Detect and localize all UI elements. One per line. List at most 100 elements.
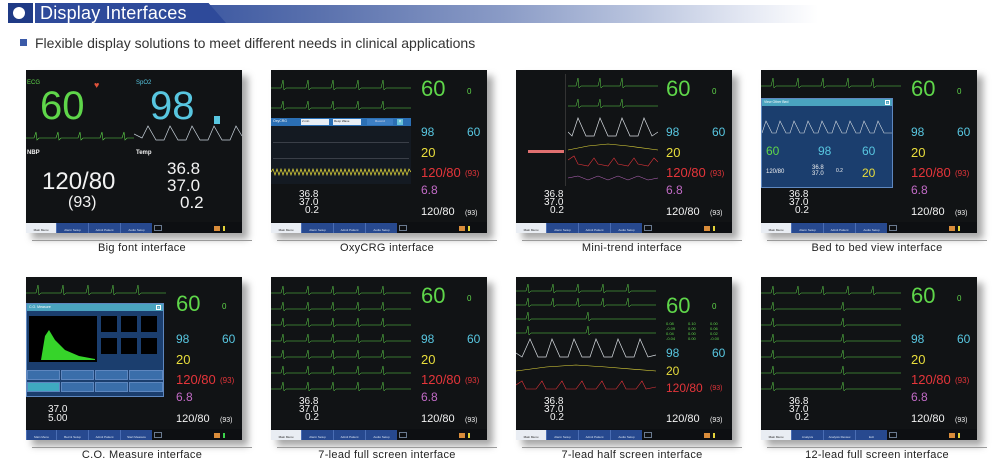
wave-select[interactable]: Resp Wave [333, 119, 361, 125]
keyboard-icon[interactable] [644, 432, 652, 438]
monitor-toolbar: Main Menu Analysis Analysis Review Exit [761, 429, 977, 440]
temp-value: 37.0 [48, 404, 68, 415]
main-menu-button[interactable]: Main Menu [271, 223, 301, 233]
card-caption: OxyCRG interface [339, 242, 435, 254]
co-action-button[interactable] [129, 382, 163, 392]
main-menu-button[interactable]: Main Menu [26, 223, 56, 233]
co-action-button[interactable] [95, 382, 128, 392]
ecg-waveform [26, 131, 134, 141]
co-action-button[interactable] [61, 382, 94, 392]
bed-setup-button[interactable]: Bed & Setup [56, 430, 88, 440]
monitor-screenshot: 36.8 37.0 0.2 60 0 98 60 20 120/80 (93) … [271, 277, 487, 440]
admit-patient-button[interactable]: Admit Patient [333, 430, 365, 440]
keyboard-icon[interactable] [399, 432, 407, 438]
co-action-button[interactable] [27, 382, 60, 392]
admit-patient-button[interactable]: Admit Patient [333, 223, 365, 233]
nibp-value: 120/80 [421, 206, 455, 218]
main-menu-button[interactable]: Main Menu [516, 430, 546, 440]
hr-value: 60 [421, 283, 446, 308]
co-thumbnail[interactable] [101, 338, 117, 354]
audio-setup-button[interactable]: Audio Setup [610, 223, 642, 233]
keyboard-icon[interactable] [644, 225, 652, 231]
card-caption: C.O. Measure interface [81, 449, 203, 461]
pvcs-value: 0 [712, 87, 717, 96]
analysis-review-button[interactable]: Analysis Review [823, 430, 855, 440]
resp-value: 20 [421, 352, 436, 367]
temp2-value: 37.0 [789, 404, 809, 415]
art-value: 120/80 [666, 165, 706, 180]
admit-patient-button[interactable]: Admit Patient [578, 430, 610, 440]
ecg-waveforms [271, 79, 411, 111]
keyboard-icon[interactable] [154, 432, 162, 438]
close-icon[interactable]: × [885, 100, 890, 105]
main-menu-button[interactable]: Main Menu [26, 430, 56, 440]
audio-setup-button[interactable]: Audio Setup [855, 223, 887, 233]
alarm-setup-button[interactable]: Alarm Setup [301, 430, 333, 440]
spo2-value: 98 [666, 346, 680, 360]
subtitle-text: Flexible display solutions to meet diffe… [35, 35, 476, 51]
keyboard-icon[interactable] [889, 225, 897, 231]
co-action-button[interactable] [129, 370, 163, 380]
art-mean-value: (93) [220, 376, 235, 385]
co-action-button[interactable] [95, 370, 128, 380]
resp-value: 20 [911, 352, 926, 367]
resp-value: 20 [666, 145, 681, 160]
square-bullet-icon [20, 39, 27, 46]
hr-value: 60 [421, 76, 446, 101]
remote-temp2: 37.0 [812, 171, 824, 177]
audio-setup-button[interactable]: Audio Setup [365, 223, 397, 233]
alarm-setup-button[interactable]: Alarm Setup [546, 430, 578, 440]
ecg-7-lead-waveforms [271, 285, 411, 392]
alarm-setup-button[interactable]: Alarm Setup [791, 223, 823, 233]
co-thumbnail[interactable] [121, 338, 137, 354]
co-thumbnail[interactable] [141, 338, 157, 354]
co-thumbnail[interactable] [141, 316, 157, 332]
close-icon[interactable]: × [156, 305, 161, 310]
thermodilution-curve [31, 330, 95, 360]
keyboard-icon[interactable] [154, 225, 162, 231]
co-thumbnail[interactable] [101, 316, 117, 332]
audio-setup-button[interactable]: Audio Setup [365, 430, 397, 440]
admit-patient-button[interactable]: Admit Patient [88, 430, 120, 440]
admit-patient-button[interactable]: Admit Patient [823, 223, 855, 233]
nibp-value: 120/80 [176, 413, 210, 425]
caption-underline [522, 240, 742, 241]
main-menu-button[interactable]: Main Menu [761, 430, 791, 440]
caption-underline [32, 240, 252, 241]
audio-setup-button[interactable]: Audio Setup [610, 430, 642, 440]
art-value: 120/80 [176, 372, 216, 387]
exit-button[interactable]: Exit [855, 430, 887, 440]
subtitle: Flexible display solutions to meet diffe… [20, 34, 475, 52]
audio-setup-button[interactable]: Audio Setup [120, 223, 152, 233]
start-measure-button[interactable]: Start Measure [120, 430, 152, 440]
alarm-setup-button[interactable]: Alarm Setup [546, 223, 578, 233]
co-thumbnail[interactable] [121, 316, 137, 332]
battery-icon [704, 433, 710, 438]
alarm-setup-button[interactable]: Alarm Setup [56, 223, 88, 233]
nibp-value: 120/80 [666, 413, 700, 425]
main-menu-button[interactable]: Main Menu [761, 223, 791, 233]
analysis-button[interactable]: Analysis [791, 430, 823, 440]
co-action-button[interactable] [61, 370, 94, 380]
alarm-setup-button[interactable]: Alarm Setup [301, 223, 333, 233]
duration-select[interactable]: 2 min [301, 119, 329, 125]
keyboard-icon[interactable] [399, 225, 407, 231]
admit-patient-button[interactable]: Admit Patient [88, 223, 120, 233]
admit-patient-button[interactable]: Admit Patient [578, 223, 610, 233]
main-menu-button[interactable]: Main Menu [271, 430, 301, 440]
co-action-button[interactable] [27, 370, 60, 380]
main-menu-button[interactable]: Main Menu [516, 223, 546, 233]
temp-diff-value: 0.2 [550, 412, 564, 423]
st-value: -0.09 [666, 326, 676, 331]
keyboard-icon[interactable] [889, 432, 897, 438]
network-icon [468, 226, 470, 231]
record-button[interactable]: Record [367, 119, 393, 125]
close-icon[interactable]: × [397, 119, 403, 125]
battery-icon [214, 433, 220, 438]
spo2-bar-icon [214, 116, 220, 124]
co-curve-chart [29, 316, 97, 362]
temp1-value: 36.8 [299, 189, 319, 200]
battery-icon [704, 226, 710, 231]
oxycrg-panel: OxyCRG 2 min Resp Wave Record × [271, 118, 411, 184]
battery-icon [459, 226, 465, 231]
